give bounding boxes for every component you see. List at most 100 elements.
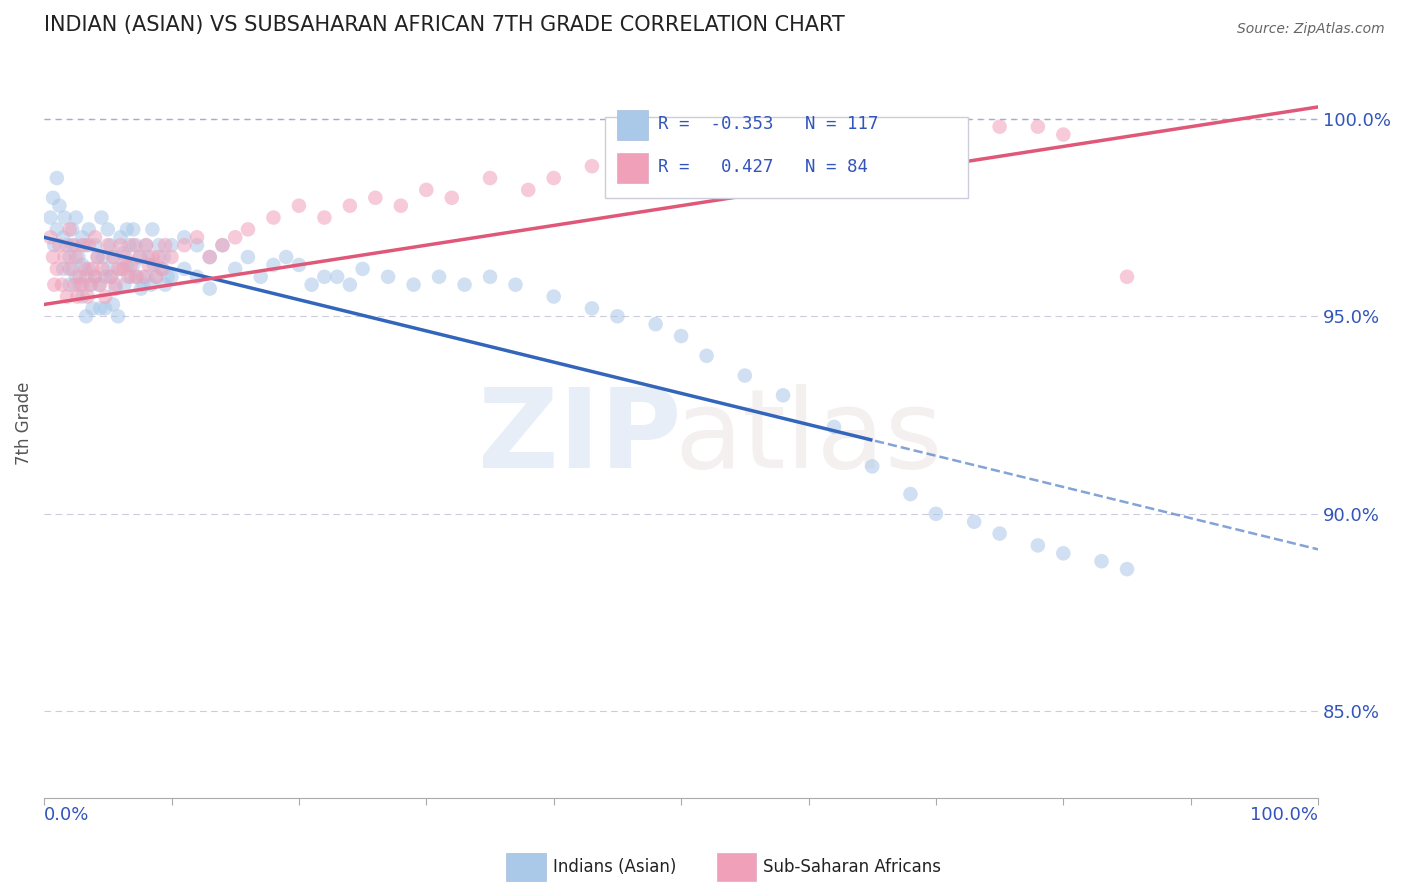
- Point: [77, 222, 100, 236]
- Point: [236, 222, 259, 236]
- Point: [135, 238, 157, 252]
- Point: [104, 277, 127, 292]
- Text: R =  -0.353   N = 117: R = -0.353 N = 117: [658, 115, 879, 133]
- Point: [58, 277, 80, 292]
- Point: [120, 269, 142, 284]
- Point: [60, 261, 83, 276]
- Point: [1052, 128, 1074, 142]
- Point: [148, 238, 170, 252]
- Point: [87, 277, 110, 292]
- Point: [110, 230, 132, 244]
- Point: [823, 420, 845, 434]
- Point: [963, 515, 986, 529]
- Point: [696, 151, 718, 165]
- Point: [77, 261, 100, 276]
- Point: [1052, 546, 1074, 560]
- Point: [669, 329, 692, 343]
- Point: [60, 238, 83, 252]
- Point: [479, 171, 502, 186]
- Point: [101, 250, 124, 264]
- Point: [69, 269, 91, 284]
- Point: [115, 258, 138, 272]
- Point: [288, 199, 311, 213]
- Point: [339, 277, 361, 292]
- Point: [76, 289, 98, 303]
- Point: [56, 289, 79, 303]
- Point: [98, 269, 121, 284]
- Point: [288, 258, 311, 272]
- Point: [440, 191, 463, 205]
- Point: [122, 238, 145, 252]
- Point: [479, 269, 502, 284]
- Point: [75, 269, 97, 284]
- Point: [860, 120, 883, 134]
- Y-axis label: 7th Grade: 7th Grade: [15, 381, 32, 465]
- Point: [107, 310, 129, 324]
- Point: [39, 211, 62, 225]
- Point: [314, 269, 336, 284]
- Point: [142, 258, 165, 272]
- Point: [262, 258, 284, 272]
- Bar: [617, 153, 648, 183]
- Point: [94, 289, 117, 303]
- Point: [84, 230, 107, 244]
- Point: [823, 131, 845, 145]
- Point: [44, 238, 66, 252]
- Point: [198, 282, 221, 296]
- Point: [101, 297, 124, 311]
- Point: [84, 269, 107, 284]
- Point: [505, 277, 527, 292]
- Point: [138, 250, 160, 264]
- Point: [427, 269, 450, 284]
- Point: [249, 269, 271, 284]
- Point: [734, 368, 756, 383]
- Point: [886, 128, 908, 142]
- Point: [543, 289, 565, 303]
- Point: [97, 261, 120, 276]
- Point: [77, 238, 100, 252]
- Point: [377, 269, 399, 284]
- Point: [1116, 269, 1139, 284]
- Point: [98, 238, 121, 252]
- Point: [186, 269, 208, 284]
- Point: [65, 250, 87, 264]
- Point: [80, 277, 103, 292]
- Point: [138, 258, 160, 272]
- Point: [52, 261, 75, 276]
- Point: [72, 238, 94, 252]
- Point: [42, 191, 65, 205]
- Point: [153, 250, 176, 264]
- Point: [988, 526, 1011, 541]
- Point: [128, 250, 150, 264]
- Point: [402, 277, 425, 292]
- Point: [84, 238, 107, 252]
- Point: [224, 261, 246, 276]
- Point: [314, 211, 336, 225]
- Point: [141, 250, 163, 264]
- Point: [53, 250, 76, 264]
- Point: [669, 144, 692, 158]
- Text: INDIAN (ASIAN) VS SUBSAHARAN AFRICAN 7TH GRADE CORRELATION CHART: INDIAN (ASIAN) VS SUBSAHARAN AFRICAN 7TH…: [44, 15, 845, 35]
- FancyBboxPatch shape: [605, 117, 967, 198]
- Point: [1090, 554, 1112, 568]
- Point: [262, 211, 284, 225]
- Point: [150, 261, 173, 276]
- Point: [364, 191, 387, 205]
- Point: [135, 238, 157, 252]
- Point: [53, 211, 76, 225]
- Point: [198, 250, 221, 264]
- Text: Indians (Asian): Indians (Asian): [553, 858, 676, 876]
- Point: [114, 250, 136, 264]
- Point: [104, 282, 127, 296]
- Text: 100.0%: 100.0%: [1250, 806, 1319, 824]
- Point: [160, 238, 183, 252]
- Point: [72, 258, 94, 272]
- Point: [1116, 562, 1139, 576]
- Point: [129, 282, 152, 296]
- Point: [52, 230, 75, 244]
- Point: [389, 199, 412, 213]
- Point: [112, 277, 135, 292]
- Point: [63, 277, 86, 292]
- Point: [141, 222, 163, 236]
- Point: [211, 238, 233, 252]
